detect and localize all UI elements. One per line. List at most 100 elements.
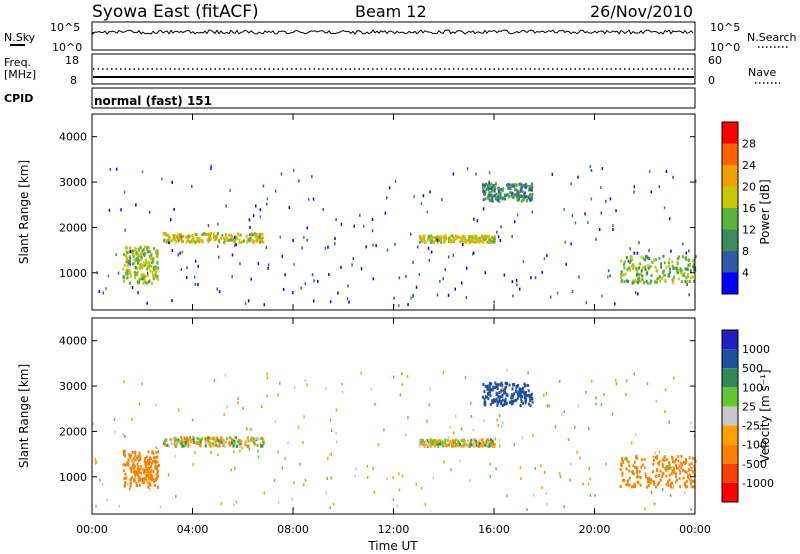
data-cell — [646, 264, 649, 268]
data-cell — [187, 234, 190, 238]
data-cell — [487, 397, 490, 401]
data-cell — [235, 500, 238, 504]
data-cell — [488, 191, 491, 195]
data-cell — [648, 170, 651, 173]
data-cell — [423, 444, 426, 448]
data-cell — [474, 240, 477, 244]
data-cell — [665, 458, 668, 462]
data-cell — [640, 458, 643, 462]
data-cell — [294, 385, 296, 389]
data-cell — [650, 190, 652, 194]
data-cell — [468, 444, 471, 448]
data-cell — [235, 237, 238, 241]
data-cell — [630, 264, 633, 268]
data-cell — [465, 443, 468, 447]
data-cell — [630, 256, 633, 260]
data-cell — [513, 383, 516, 387]
data-cell — [629, 247, 631, 251]
data-cell — [481, 444, 484, 448]
data-cell — [102, 291, 104, 295]
data-cell — [492, 237, 495, 240]
data-cell — [503, 391, 506, 395]
data-cell — [492, 386, 495, 390]
data-cell — [505, 183, 508, 187]
data-cell — [693, 279, 695, 283]
data-cell — [201, 240, 204, 244]
data-cell — [230, 234, 233, 238]
data-cell — [191, 233, 194, 237]
data-cell — [421, 442, 424, 446]
data-cell — [329, 453, 331, 457]
data-cell — [147, 483, 149, 486]
data-cell — [430, 441, 433, 444]
data-cell — [191, 184, 193, 188]
data-cell — [176, 440, 179, 444]
data-cell — [472, 444, 475, 447]
data-cell — [394, 242, 396, 246]
data-cell — [493, 399, 496, 403]
data-cell — [504, 381, 507, 385]
data-cell — [158, 464, 160, 467]
data-cell — [672, 460, 674, 464]
data-cell — [128, 269, 131, 273]
data-cell — [677, 271, 679, 275]
data-cell — [571, 214, 574, 218]
data-cell — [282, 287, 285, 291]
data-cell — [250, 437, 253, 441]
data-cell — [247, 439, 250, 443]
data-cell — [129, 481, 132, 485]
data-cell — [126, 269, 129, 273]
data-cell — [152, 478, 155, 482]
data-cell — [311, 273, 314, 277]
data-cell — [585, 390, 587, 394]
data-cell — [325, 387, 327, 391]
data-cell — [652, 470, 655, 473]
data-cell — [506, 368, 508, 372]
data-cell — [137, 471, 140, 475]
data-cell — [530, 394, 533, 398]
data-cell — [139, 246, 142, 250]
data-cell — [140, 251, 143, 255]
data-cell — [128, 259, 131, 263]
velocity-panel-frame — [91, 317, 696, 515]
data-cell — [207, 224, 210, 227]
data-cell — [519, 287, 521, 291]
data-cell — [590, 197, 593, 201]
data-cell — [620, 273, 623, 277]
data-cell — [589, 477, 592, 481]
data-cell — [353, 224, 355, 228]
data-cell — [288, 206, 291, 209]
data-cell — [640, 279, 643, 283]
data-cell — [493, 194, 496, 198]
data-cell — [595, 402, 597, 406]
data-cell — [202, 232, 204, 236]
data-cell — [150, 469, 153, 473]
data-cell — [688, 468, 690, 472]
data-cell — [545, 491, 547, 495]
data-cell — [522, 195, 525, 198]
data-cell — [481, 438, 484, 442]
data-cell — [150, 264, 153, 268]
data-cell — [204, 444, 207, 448]
data-cell — [525, 397, 528, 401]
data-cell — [531, 186, 534, 189]
data-cell — [136, 261, 139, 265]
data-cell — [481, 440, 484, 444]
data-cell — [623, 479, 626, 483]
data-cell — [510, 194, 513, 198]
data-cell — [197, 239, 200, 243]
data-cell — [465, 296, 468, 300]
data-cell — [208, 238, 211, 242]
data-cell — [242, 407, 244, 410]
data-cell — [131, 417, 133, 421]
data-cell — [437, 240, 439, 244]
freq-strip-frame — [91, 53, 696, 85]
data-cell — [493, 235, 496, 238]
data-cell — [601, 294, 603, 298]
data-cell — [274, 420, 277, 424]
data-cell — [436, 439, 439, 443]
data-cell — [455, 414, 457, 418]
data-cell — [132, 254, 135, 258]
data-cell — [528, 185, 531, 188]
data-cell — [419, 234, 422, 238]
